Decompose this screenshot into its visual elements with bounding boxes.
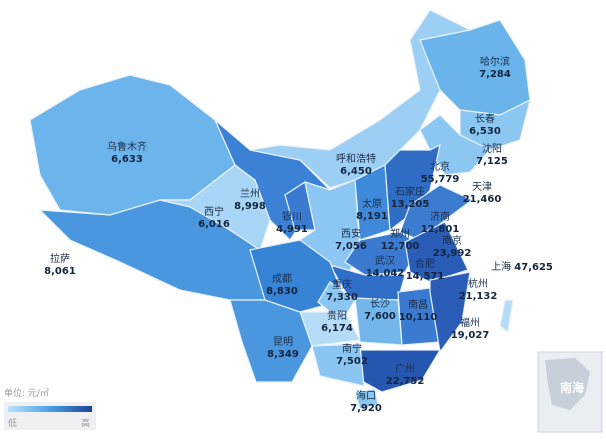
city-name: 沈阳 — [482, 142, 502, 155]
city-value: 19,027 — [451, 330, 490, 341]
city-name: 昆明 — [273, 336, 293, 348]
city-name: 福州 — [460, 316, 480, 329]
city-name: 太原 — [362, 197, 382, 210]
city-value: 22,752 — [386, 376, 425, 387]
city-name: 西宁 — [204, 205, 224, 218]
city-value: 8,998 — [234, 201, 266, 212]
city-value: 7,125 — [476, 156, 508, 167]
city-name: 天津 — [472, 181, 492, 193]
city-name: 长沙 — [370, 298, 390, 310]
city-value: 7,330 — [326, 292, 358, 303]
province-henan[interactable] — [344, 231, 421, 276]
city-value: 6,016 — [198, 219, 230, 230]
city-value: 8,061 — [44, 266, 76, 277]
city-value: 8,349 — [267, 349, 299, 360]
legend-gradient-bar — [8, 406, 92, 412]
city-value: 6,530 — [469, 126, 501, 137]
city-name: 郑州 — [390, 227, 410, 240]
province-zhejiang-fujian[interactable] — [429, 271, 471, 354]
city-name: 济南 — [430, 210, 450, 223]
city-name: 广州 — [395, 363, 415, 375]
city-value: 7,920 — [350, 403, 382, 414]
legend-high: 高 — [80, 419, 90, 429]
city-name: 长春 — [475, 113, 495, 125]
province-yunnan[interactable] — [229, 299, 313, 383]
city-value: 14,042 — [366, 268, 405, 279]
south-sea-inset: 南海 — [537, 351, 603, 433]
city-value: 21,132 — [459, 291, 498, 302]
province-hebei[interactable] — [384, 143, 441, 232]
province-taiwan[interactable] — [499, 299, 514, 334]
city-name: 南昌 — [408, 298, 428, 311]
city-name: 合肥 — [415, 257, 435, 270]
city-value: 8,830 — [266, 286, 298, 297]
city-value: 55,779 — [421, 174, 460, 185]
city-value: 6,174 — [321, 323, 353, 334]
city-name: 重庆 — [332, 278, 352, 291]
city-name: 银川 — [282, 210, 302, 223]
city-value: 6,450 — [340, 166, 372, 177]
province-guangxi[interactable] — [311, 343, 365, 387]
city-name: 兰州 — [240, 187, 260, 200]
city-value: 47,625 — [514, 262, 553, 273]
city-name: 石家庄 — [395, 185, 425, 198]
city-name: 拉萨 — [50, 252, 70, 265]
legend-low: 低 — [8, 419, 18, 429]
legend-unit: 单位: 元/㎡ — [4, 389, 49, 399]
city-value: 13,205 — [391, 199, 430, 210]
city-name: 南京 — [442, 234, 462, 247]
city-name: 贵阳 — [327, 309, 347, 322]
city-value: 8,191 — [356, 211, 388, 222]
inset-label: 南海 — [560, 380, 584, 395]
city-value: 4,991 — [276, 224, 308, 235]
city-value: 14,571 — [406, 271, 445, 282]
city-label: 上海 47,625 — [491, 260, 553, 273]
legend: 低 高 — [4, 402, 96, 430]
city-name: 呼和浩特 — [336, 153, 376, 165]
city-value: 12,700 — [381, 241, 420, 252]
city-name: 乌鲁木齐 — [107, 140, 147, 153]
city-value: 7,502 — [336, 356, 368, 367]
city-name: 上海 — [491, 260, 514, 273]
city-value: 6,633 — [111, 154, 143, 165]
city-name: 海口 — [356, 389, 376, 402]
city-value: 12,801 — [421, 224, 460, 235]
city-value: 7,284 — [479, 69, 511, 80]
city-value: 21,460 — [463, 194, 502, 205]
city-name: 南宁 — [342, 342, 362, 355]
province-hainan[interactable] — [354, 388, 379, 410]
city-name: 武汉 — [375, 254, 395, 267]
city-name: 成都 — [272, 273, 292, 285]
city-value: 7,056 — [335, 241, 367, 252]
city-name: 哈尔滨 — [480, 55, 510, 68]
city-name: 杭州 — [468, 277, 488, 290]
city-value: 10,110 — [399, 312, 438, 323]
city-value: 23,992 — [433, 248, 472, 259]
city-name: 北京 — [430, 160, 450, 173]
city-value: 7,600 — [364, 311, 396, 322]
city-name: 西安 — [341, 227, 361, 240]
